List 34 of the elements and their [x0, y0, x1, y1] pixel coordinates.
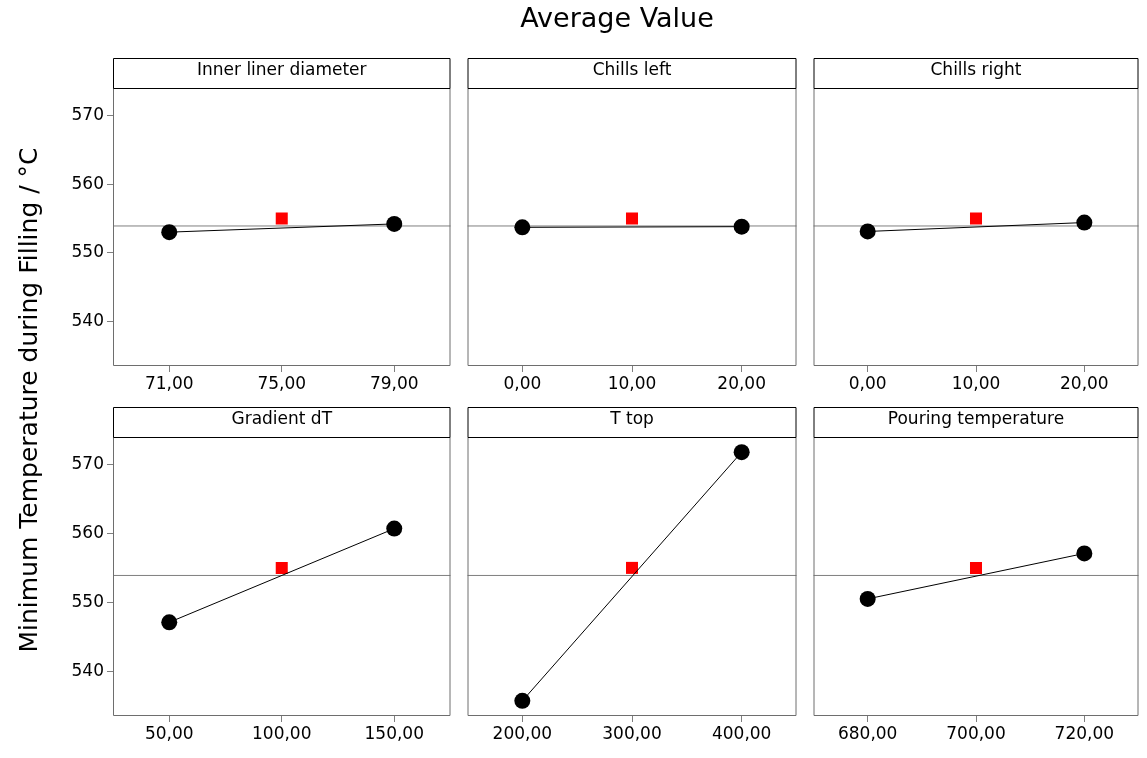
- x-axis-title: Inner liner diameter: [196, 59, 367, 80]
- x-axis-title: Chills right: [930, 59, 1022, 80]
- y-tick-label: 540: [71, 659, 104, 680]
- x-tick-label: 20,00: [717, 372, 766, 393]
- x-tick-label: 10,00: [607, 372, 657, 393]
- x-tick-label: 0,00: [848, 372, 887, 393]
- text: Minimum Temperature during Filling / °C: [13, 147, 43, 653]
- x-tick-label: 100,00: [252, 722, 312, 743]
- y-tick-label: 540: [71, 309, 104, 330]
- x-axis-title: Pouring temperature: [887, 408, 1065, 429]
- x-axis-title: Gradient dT: [231, 408, 333, 429]
- y-tick-label: 570: [71, 452, 104, 473]
- x-tick-label: 680,00: [837, 722, 898, 743]
- y-tick-label: 570: [71, 103, 104, 124]
- x-tick-label: 200,00: [492, 722, 553, 743]
- x-tick-label: 71,00: [144, 372, 194, 393]
- x-tick-label: 150,00: [364, 722, 424, 743]
- y-tick-label: 550: [71, 241, 104, 262]
- x-tick-label: 0,00: [503, 372, 542, 393]
- x-tick-label: 10,00: [951, 372, 1001, 393]
- y-tick-label: 560: [71, 521, 104, 542]
- y-tick-label: 560: [71, 172, 104, 193]
- x-tick-label: 700,00: [946, 722, 1006, 743]
- x-tick-label: 300,00: [602, 722, 662, 743]
- y-tick-label: 550: [71, 590, 104, 611]
- text: Average Value: [519, 2, 715, 33]
- x-tick-label: 75,00: [257, 372, 307, 393]
- x-tick-label: 79,00: [369, 372, 419, 393]
- x-axis-title: Chills left: [592, 59, 672, 80]
- x-tick-label: 50,00: [144, 722, 194, 743]
- x-tick-label: 20,00: [1060, 372, 1109, 393]
- x-tick-label: 720,00: [1054, 722, 1115, 743]
- x-tick-label: 400,00: [711, 722, 772, 743]
- x-axis-title: T top: [609, 408, 654, 429]
